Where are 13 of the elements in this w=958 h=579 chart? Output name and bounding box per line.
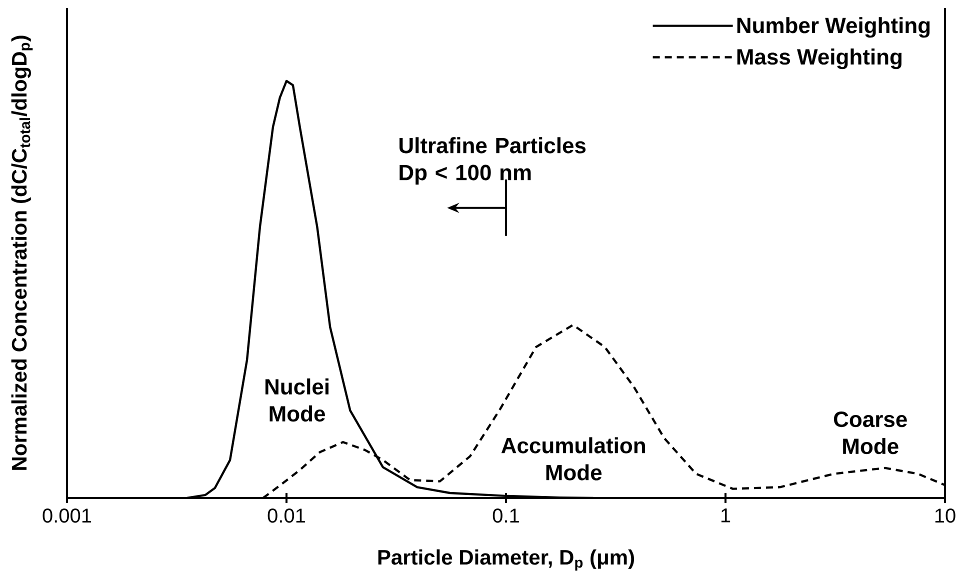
x-tick-label: 10 — [935, 508, 956, 523]
legend-label: Mass Weighting — [737, 48, 902, 70]
x-axis-title: Particle Diameter, D$_{p}$ (μm) — [378, 549, 634, 571]
x-tick-label: 0.1 — [492, 508, 519, 523]
y-axis-title: Normalized Concentration (dC/C$_{total}$/dlogD$_{p}$) — [11, 36, 33, 470]
annotation: Ultrafine Particles Dp < 100 nm — [400, 137, 586, 185]
annotation: Nuclei Mode — [265, 378, 328, 422]
annotation: Coarse Mode — [834, 412, 907, 454]
x-tick-label: 0.001 — [42, 508, 92, 523]
x-tick-label: 0.01 — [268, 508, 305, 523]
annotation: Accumulation Mode — [501, 437, 645, 480]
x-tick-label: 1 — [721, 508, 730, 522]
legend-label: Number Weighting — [737, 17, 930, 38]
